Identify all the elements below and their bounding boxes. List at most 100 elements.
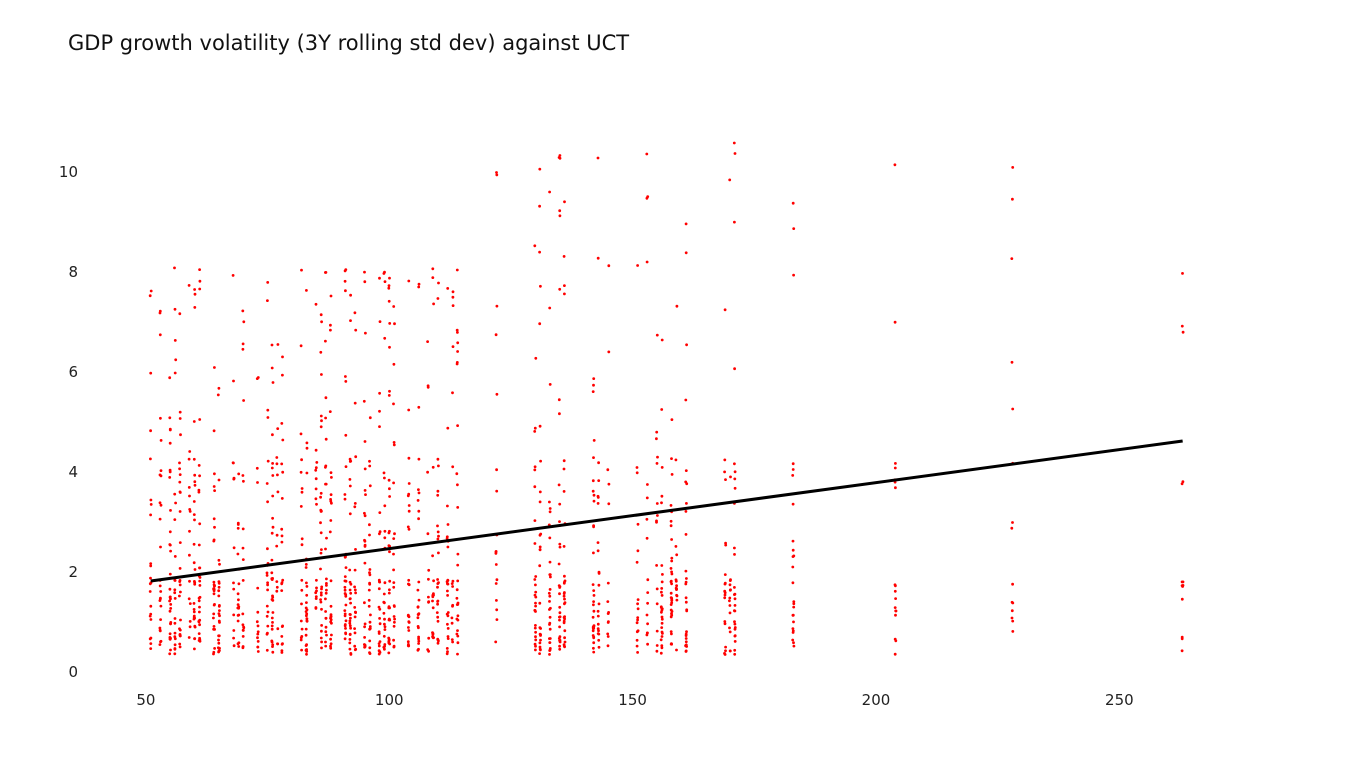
scatter-point [729, 475, 732, 479]
scatter-point [329, 471, 333, 474]
scatter-point [168, 652, 172, 656]
scatter-point [266, 459, 270, 463]
scatter-point [378, 622, 382, 626]
scatter-point [1180, 649, 1184, 653]
scatter-point [217, 558, 221, 562]
scatter-point [724, 541, 727, 545]
scatter-point [173, 339, 177, 342]
scatter-point [320, 585, 324, 589]
scatter-point [256, 640, 260, 643]
scatter-point [538, 601, 542, 605]
scatter-point [417, 580, 421, 584]
scatter-point [446, 635, 450, 638]
scatter-point [547, 591, 551, 595]
scatter-point [562, 467, 566, 471]
scatter-point [592, 551, 595, 555]
scatter-point [383, 336, 387, 340]
scatter-point [1010, 609, 1014, 613]
scatter-point [344, 632, 348, 636]
scatter-point [533, 430, 537, 433]
scatter-point [348, 478, 352, 481]
scatter-point [266, 299, 269, 302]
y-tick-label: 2 [68, 563, 78, 581]
scatter-point [344, 566, 348, 569]
scatter-point [655, 333, 659, 337]
scatter-point [635, 466, 639, 469]
scatter-point [329, 493, 333, 496]
scatter-point [792, 644, 796, 648]
scatter-point [383, 601, 386, 605]
scatter-point [363, 601, 366, 605]
y-tick-label: 8 [68, 263, 78, 281]
scatter-point [392, 552, 395, 556]
scatter-point [539, 627, 542, 630]
scatter-point [173, 371, 177, 375]
scatter-point [305, 441, 309, 445]
scatter-point [212, 612, 216, 616]
scatter-point [894, 639, 898, 643]
scatter-point [232, 546, 236, 550]
scatter-point [733, 546, 736, 550]
scatter-point [562, 545, 566, 548]
scatter-point [217, 386, 221, 390]
scatter-point [213, 628, 217, 631]
scatter-point [549, 575, 552, 579]
scatter-point [592, 650, 596, 654]
scatter-point [723, 593, 727, 597]
scatter-point [733, 586, 736, 589]
scatter-point [669, 603, 673, 606]
scatter-point [218, 614, 221, 618]
scatter-point [218, 609, 221, 612]
scatter-point [495, 599, 498, 602]
scatter-point [436, 615, 440, 619]
scatter-point [265, 574, 269, 577]
scatter-point [445, 652, 449, 656]
scatter-point [173, 597, 177, 600]
scatter-point [281, 470, 285, 474]
scatter-point [596, 632, 600, 635]
scatter-point [320, 419, 323, 423]
scatter-point [670, 582, 673, 586]
scatter-point [353, 648, 357, 652]
scatter-point [597, 645, 601, 649]
scatter-point [592, 635, 596, 639]
scatter-point [329, 637, 332, 641]
scatter-point [197, 488, 201, 492]
scatter-point [407, 408, 411, 412]
scatter-point [684, 637, 688, 640]
scatter-point [558, 644, 561, 648]
scatter-point [596, 622, 600, 626]
scatter-point [237, 598, 240, 602]
scatter-point [305, 289, 308, 292]
scatter-point [149, 289, 153, 293]
scatter-point [368, 533, 371, 537]
scatter-point [562, 255, 566, 258]
scatter-point [451, 391, 454, 395]
scatter-point [198, 522, 202, 526]
scatter-point [533, 593, 537, 597]
scatter-point [149, 618, 153, 621]
scatter-point [1010, 360, 1014, 364]
y-tick-label: 6 [68, 363, 78, 381]
scatter-point [320, 548, 323, 551]
scatter-point [319, 521, 322, 525]
scatter-point [378, 640, 382, 643]
scatter-point [363, 643, 366, 646]
scatter-point [558, 618, 561, 622]
scatter-point [723, 573, 727, 576]
scatter-point [377, 644, 381, 648]
scatter-point [534, 630, 537, 634]
scatter-point [592, 603, 595, 607]
scatter-point [324, 610, 327, 613]
scatter-point [407, 504, 411, 507]
scatter-point [368, 573, 372, 577]
scatter-point [349, 616, 352, 620]
scatter-point [392, 581, 396, 584]
scatter-point [158, 584, 162, 588]
scatter-point [198, 584, 202, 587]
x-tick-label: 200 [862, 691, 891, 709]
scatter-point [684, 398, 688, 402]
scatter-point [538, 500, 542, 504]
scatter-point [426, 470, 429, 474]
scatter-point [455, 632, 459, 636]
